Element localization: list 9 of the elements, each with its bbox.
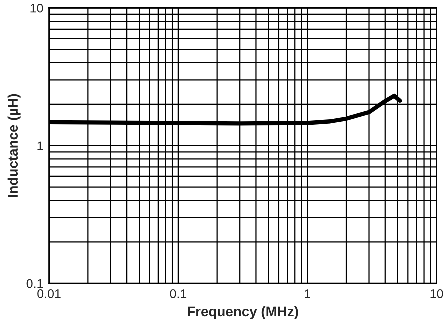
x-tick-label: 10 xyxy=(430,290,444,298)
x-tick-label: 0.01 xyxy=(38,290,61,298)
x-tick-label: 1 xyxy=(305,290,310,298)
y-tick-label: 1 xyxy=(38,142,44,150)
y-axis-title: Inductance (µH) xyxy=(8,94,21,198)
y-tick-label: 0.1 xyxy=(26,279,44,288)
y-tick-label: 10 xyxy=(30,4,44,13)
x-tick-label: 0.1 xyxy=(170,290,187,298)
x-axis-title: Frequency (MHz) xyxy=(188,306,298,320)
